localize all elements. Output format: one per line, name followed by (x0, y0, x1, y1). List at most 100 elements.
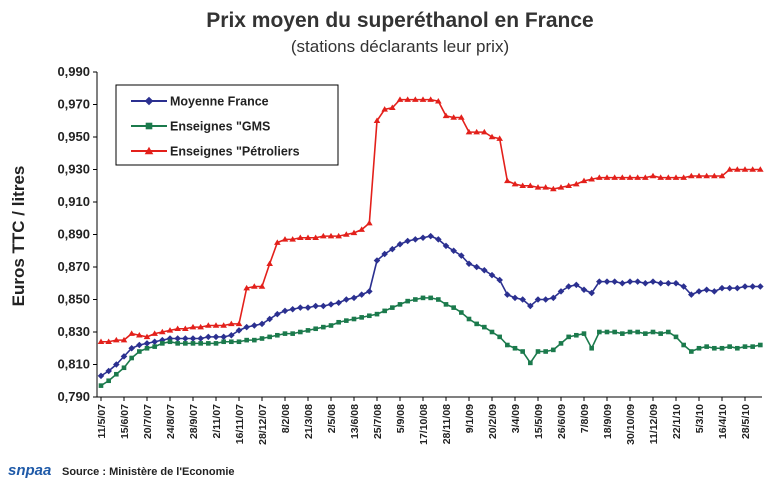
y-tick-label: 0,790 (57, 389, 90, 404)
marker (603, 278, 611, 285)
marker (305, 328, 311, 333)
marker (243, 284, 250, 291)
marker (496, 276, 503, 284)
marker (504, 291, 511, 298)
marker (327, 232, 335, 239)
marker (466, 316, 472, 322)
marker (390, 305, 395, 310)
marker (152, 344, 157, 349)
marker (244, 337, 249, 343)
marker (114, 371, 119, 377)
marker (160, 341, 165, 346)
marker (143, 333, 151, 340)
marker (144, 345, 150, 351)
marker (488, 271, 496, 279)
marker (473, 263, 480, 271)
marker (351, 316, 357, 322)
marker (358, 226, 365, 232)
marker (174, 325, 181, 332)
marker (397, 302, 403, 307)
marker (344, 318, 349, 323)
marker (275, 332, 280, 338)
marker (367, 313, 372, 319)
x-tick-label: 16/4/10 (717, 404, 729, 439)
marker (336, 319, 341, 325)
marker (106, 378, 111, 384)
marker (543, 349, 548, 354)
marker (588, 175, 595, 182)
logo: snpaa (8, 462, 51, 479)
x-tick-label: 28/11/08 (441, 404, 453, 444)
marker (597, 329, 602, 335)
y-tick-label: 0,890 (57, 227, 90, 242)
marker (512, 345, 518, 351)
marker (672, 279, 680, 287)
marker (473, 128, 480, 135)
marker (151, 338, 158, 346)
marker (727, 344, 732, 349)
marker (665, 279, 672, 287)
x-tick-label: 21/3/08 (303, 404, 315, 439)
marker (643, 331, 648, 336)
marker (182, 335, 189, 342)
marker (404, 237, 411, 245)
marker (136, 331, 143, 338)
marker (703, 172, 710, 179)
marker (212, 322, 220, 328)
x-tick-label: 22/1/10 (671, 404, 683, 439)
marker (681, 342, 686, 348)
marker (243, 323, 250, 331)
y-tick-label: 0,830 (57, 324, 90, 339)
marker (298, 329, 303, 335)
marker (205, 322, 212, 328)
marker (519, 182, 526, 189)
marker (588, 289, 595, 297)
marker (413, 297, 418, 302)
marker (183, 341, 188, 346)
y-tick-label: 0,850 (57, 292, 90, 307)
x-tick-label: 16/11/07 (234, 404, 246, 444)
chart-subtitle: (stations déclarants leur prix) (291, 37, 509, 56)
marker (542, 296, 549, 303)
marker (313, 326, 318, 332)
marker (304, 304, 312, 311)
marker (665, 174, 672, 180)
legend-label: Enseignes "GMS (170, 120, 270, 134)
marker (343, 296, 350, 303)
marker (266, 260, 273, 267)
marker (535, 349, 541, 354)
marker (229, 339, 234, 345)
marker (373, 117, 381, 124)
marker (151, 330, 158, 336)
marker (381, 106, 388, 112)
marker (604, 329, 610, 335)
marker (290, 331, 295, 336)
legend-label: Enseignes "Pétroliers (170, 145, 300, 159)
marker (626, 174, 634, 180)
marker (281, 307, 289, 315)
marker (97, 338, 105, 345)
marker (274, 310, 281, 318)
marker (680, 283, 687, 290)
marker (688, 172, 695, 179)
marker (274, 239, 281, 245)
marker (129, 355, 134, 361)
marker (235, 327, 243, 334)
marker (680, 174, 687, 180)
marker (726, 284, 733, 292)
marker (511, 294, 519, 302)
marker (159, 328, 166, 335)
marker (335, 232, 342, 239)
marker (496, 135, 503, 141)
marker (321, 324, 326, 330)
x-tick-label: 20/7/07 (142, 404, 154, 439)
marker (581, 331, 587, 336)
marker (673, 334, 679, 340)
marker (113, 361, 120, 368)
x-tick-label: 18/9/09 (602, 404, 614, 439)
marker (619, 174, 626, 180)
marker (565, 283, 572, 290)
marker (619, 279, 626, 287)
marker (735, 345, 740, 351)
marker (695, 172, 703, 179)
